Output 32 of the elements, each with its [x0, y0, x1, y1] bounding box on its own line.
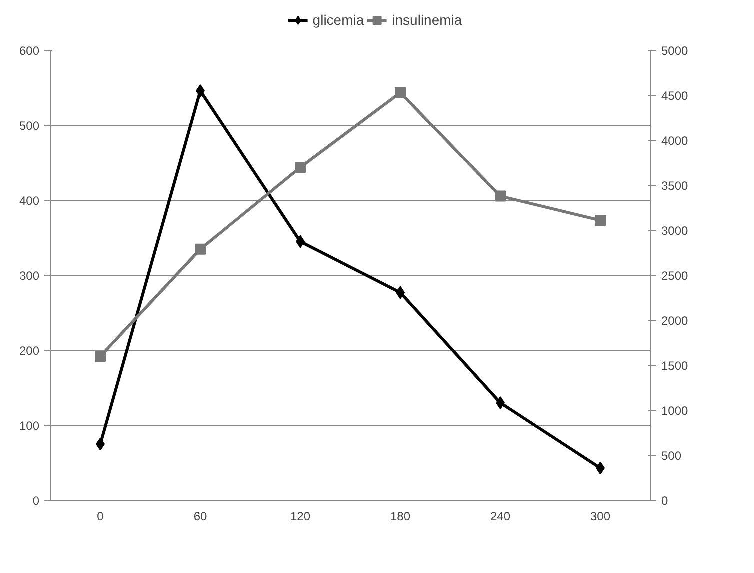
y-tick-label: 500	[19, 119, 40, 133]
x-tick-label: 0	[97, 510, 104, 524]
y2-tick-label: 5000	[662, 44, 689, 58]
x-tick-label: 60	[194, 510, 208, 524]
point	[95, 351, 106, 362]
point	[195, 244, 206, 255]
legend-label: insulinemia	[392, 12, 462, 28]
y-tick-label: 100	[19, 419, 40, 433]
y-tick-label: 0	[32, 494, 40, 508]
y2-tick-label: 4000	[662, 134, 689, 148]
y2-tick-label: 4500	[662, 89, 689, 103]
point	[395, 87, 406, 98]
y-tick-label: 200	[19, 344, 40, 358]
y2-tick-label: 2000	[662, 314, 689, 328]
y2-tick-label: 1000	[662, 404, 689, 418]
x-tick-label: 120	[290, 510, 311, 524]
y-tick-label: 400	[19, 194, 40, 208]
y2-tick-label: 2500	[662, 269, 689, 283]
x-tick-label: 240	[490, 510, 511, 524]
y-tick-label: 300	[19, 269, 40, 283]
y2-tick-label: 0	[662, 494, 668, 508]
x-tick-label: 300	[590, 510, 611, 524]
point	[495, 190, 506, 202]
y2-tick-label: 3000	[662, 224, 689, 238]
y2-tick-label: 1500	[662, 359, 689, 373]
y2-tick-label: 3500	[662, 179, 689, 193]
point	[295, 162, 306, 173]
x-tick-label: 180	[390, 510, 411, 524]
y-tick-label: 600	[19, 44, 40, 58]
y2-tick-label: 500	[662, 449, 682, 463]
point	[595, 215, 606, 226]
legend-label: glicemia	[312, 12, 364, 28]
